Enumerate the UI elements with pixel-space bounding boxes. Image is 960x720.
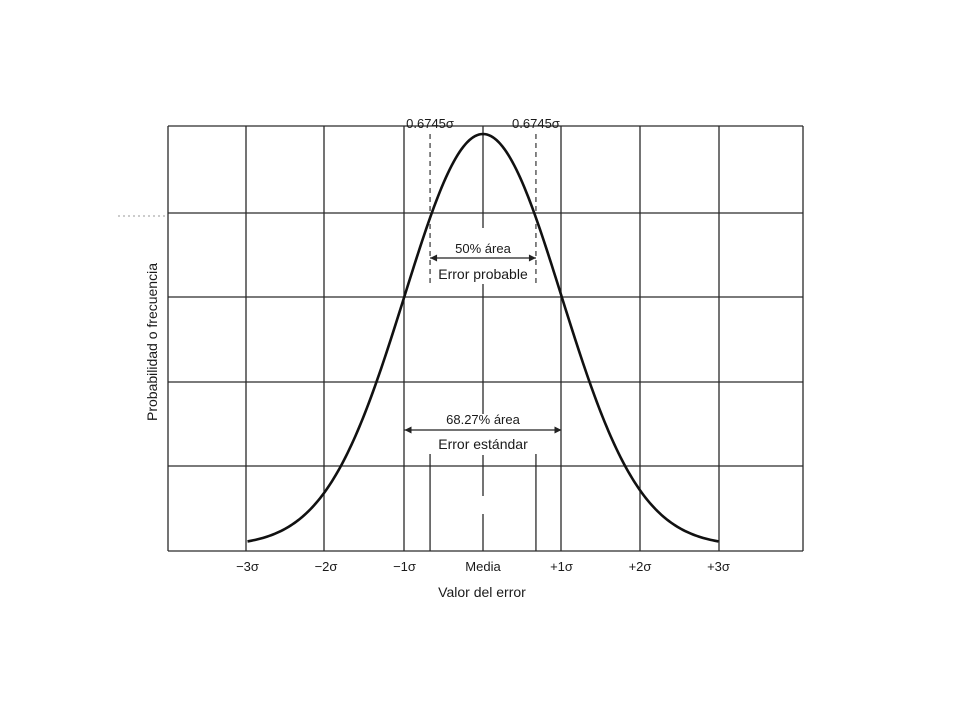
x-axis-label: Valor del error [438,584,526,600]
probable-error-dashes [429,134,537,551]
standard-error-arrow-right-head [554,426,562,434]
probable-error-right-label: 0.6745σ [512,116,560,131]
x-tick-label: +2σ [629,559,652,574]
x-tick-label: +1σ [550,559,573,574]
probable-error-label: Error probable [438,266,528,282]
standard-error-label: Error estándar [438,436,528,452]
y-axis-label: Probabilidad o frecuencia [144,263,160,421]
x-tick-labels: −3σ −2σ −1σ Media +1σ +2σ +3σ [236,559,730,574]
annotations: 0.6745σ 0.6745σ 50% área Error probable 68.2… [404,116,562,452]
standard-error-arrow-left-head [404,426,412,434]
x-tick-label: −2σ [315,559,338,574]
probable-error-arrow-right-head [528,254,536,262]
grid [118,125,804,552]
x-tick-label: +3σ [707,559,730,574]
x-tick-label: −1σ [393,559,416,574]
area-50-label: 50% área [455,241,511,256]
probable-error-left-label: 0.6745σ [406,116,454,131]
area-68-label: 68.27% área [446,412,520,427]
normal-curve [247,132,719,543]
x-tick-label: Media [465,559,501,574]
probable-error-arrow-left-head [430,254,438,262]
x-tick-label: −3σ [236,559,259,574]
